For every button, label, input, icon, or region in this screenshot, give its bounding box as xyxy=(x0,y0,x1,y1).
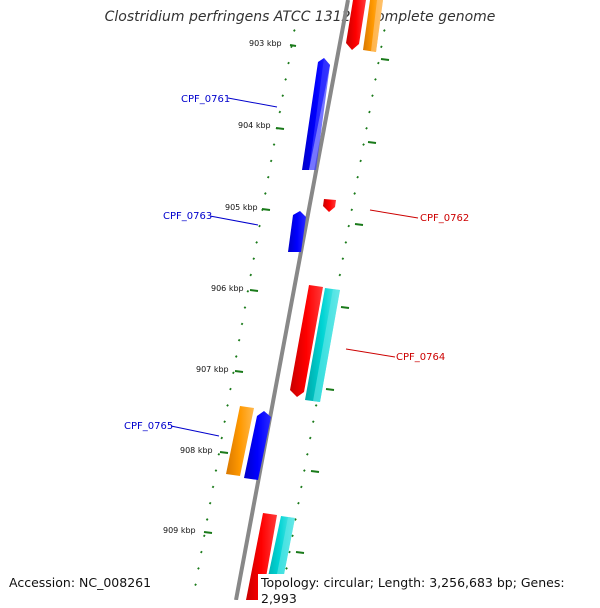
minor-tick-right xyxy=(362,143,365,146)
minor-tick-right xyxy=(300,485,303,489)
accession-text: Accession: NC_008261 xyxy=(6,574,155,592)
minor-tick-left xyxy=(226,404,229,407)
tick-mark-903 xyxy=(289,44,297,47)
tick-mark-906 xyxy=(249,289,259,292)
minor-tick-left xyxy=(287,61,290,65)
left-tick-track xyxy=(194,29,296,587)
tick-label-904: 904 kbp xyxy=(238,121,271,130)
scale-ticks: 903 kbp 904 kbp 905 kbp 906 kbp 907 kbp … xyxy=(163,39,297,535)
minor-tick-left xyxy=(264,192,267,195)
minor-tick-right xyxy=(314,404,318,407)
tick-mark-908 xyxy=(219,451,229,454)
minor-tick-right xyxy=(311,420,315,424)
gene-cpf0765-orange[interactable] xyxy=(226,406,254,476)
label-leaders xyxy=(170,97,419,437)
minor-tick-left xyxy=(266,175,270,179)
minor-tick-left xyxy=(194,583,197,587)
gene-cpf0764-cyan[interactable] xyxy=(305,288,340,402)
minor-tick-left xyxy=(290,45,293,49)
topology-text: Topology: circular; Length: 3,256,683 bp… xyxy=(258,574,600,608)
minor-tick-left xyxy=(232,371,235,375)
genome-backbone xyxy=(234,0,350,600)
map-title: Clostridium perfringens ATCC 13124, comp… xyxy=(104,9,496,25)
minor-tick-right xyxy=(347,224,351,228)
minor-tick-right xyxy=(377,61,380,65)
minor-tick-left xyxy=(278,110,282,114)
tick-label-908: 908 kbp xyxy=(180,446,213,455)
minor-tick-left xyxy=(214,469,218,472)
minor-tick-right xyxy=(303,469,306,472)
minor-tick-right xyxy=(353,192,356,195)
minor-tick-right xyxy=(374,78,377,81)
gene-label-cpf0764[interactable]: CPF_0764 xyxy=(396,352,445,363)
minor-tick-right xyxy=(371,94,374,98)
minor-tick-left xyxy=(246,289,250,293)
tick-mark-909 xyxy=(203,531,213,534)
minor-tick-left xyxy=(255,241,258,244)
tick-label-907: 907 kbp xyxy=(196,365,229,374)
minor-tick-left xyxy=(208,501,212,505)
minor-tick-left xyxy=(211,485,215,489)
minor-tick-right xyxy=(338,273,342,277)
tick-label-906: 906 kbp xyxy=(211,284,244,293)
minor-tick-right xyxy=(285,567,288,570)
minor-tick-left xyxy=(284,78,287,81)
tick-mark-904 xyxy=(275,127,285,130)
minor-tick-left xyxy=(197,567,200,570)
minor-tick-left xyxy=(269,159,273,163)
minor-tick-right xyxy=(356,175,359,179)
gene-label-cpf0762[interactable]: CPF_0762 xyxy=(420,213,469,224)
minor-tick-left xyxy=(220,436,224,440)
minor-tick-right xyxy=(365,126,368,130)
minor-tick-right xyxy=(297,501,300,505)
gene-top-red[interactable] xyxy=(346,0,366,50)
tick-mark-907 xyxy=(234,370,244,373)
minor-tick-left xyxy=(205,518,209,521)
gene-label-cpf0763[interactable]: CPF_0763 xyxy=(163,211,212,222)
minor-tick-left xyxy=(249,273,253,277)
gene-label-cpf0765[interactable]: CPF_0765 xyxy=(124,421,173,432)
minor-tick-right xyxy=(308,436,312,440)
minor-tick-left xyxy=(252,257,256,261)
gene-cpf0765-blue[interactable] xyxy=(244,411,271,480)
minor-tick-left xyxy=(272,143,276,146)
gene-label-cpf0761[interactable]: CPF_0761 xyxy=(181,94,230,105)
minor-tick-left xyxy=(223,420,226,424)
minor-tick-left xyxy=(240,322,244,326)
tick-mark-905 xyxy=(261,208,271,211)
minor-tick-left xyxy=(293,29,296,32)
minor-tick-right xyxy=(288,550,291,554)
minor-tick-right xyxy=(383,29,386,32)
minor-tick-left xyxy=(237,338,241,342)
minor-tick-left xyxy=(281,94,285,98)
minor-tick-left xyxy=(217,452,221,456)
gene-bottom-red[interactable] xyxy=(246,513,277,600)
minor-tick-right xyxy=(294,518,297,521)
tick-label-903: 903 kbp xyxy=(249,39,282,48)
minor-tick-right xyxy=(344,241,348,244)
right-major-ticks xyxy=(295,58,390,554)
minor-tick-left xyxy=(202,534,206,538)
tick-label-905: 905 kbp xyxy=(225,203,258,212)
minor-tick-left xyxy=(200,550,203,554)
minor-tick-right xyxy=(291,534,294,538)
minor-tick-right xyxy=(350,208,354,212)
minor-tick-left xyxy=(258,224,261,228)
gene-cpf0761[interactable] xyxy=(302,58,330,170)
minor-tick-right xyxy=(368,110,371,114)
minor-tick-left xyxy=(234,355,238,358)
tick-label-909: 909 kbp xyxy=(163,526,196,535)
gene-cpf0763[interactable] xyxy=(288,211,306,252)
gene-top-orange[interactable] xyxy=(363,0,383,52)
gene-cpf0762[interactable] xyxy=(323,199,336,212)
minor-tick-right xyxy=(380,45,383,49)
gene-cpf0764-red[interactable] xyxy=(290,285,323,397)
minor-tick-right xyxy=(341,257,345,261)
minor-tick-left xyxy=(243,306,247,309)
minor-tick-left xyxy=(229,387,232,391)
minor-tick-right xyxy=(306,452,309,456)
minor-tick-right xyxy=(359,159,362,163)
